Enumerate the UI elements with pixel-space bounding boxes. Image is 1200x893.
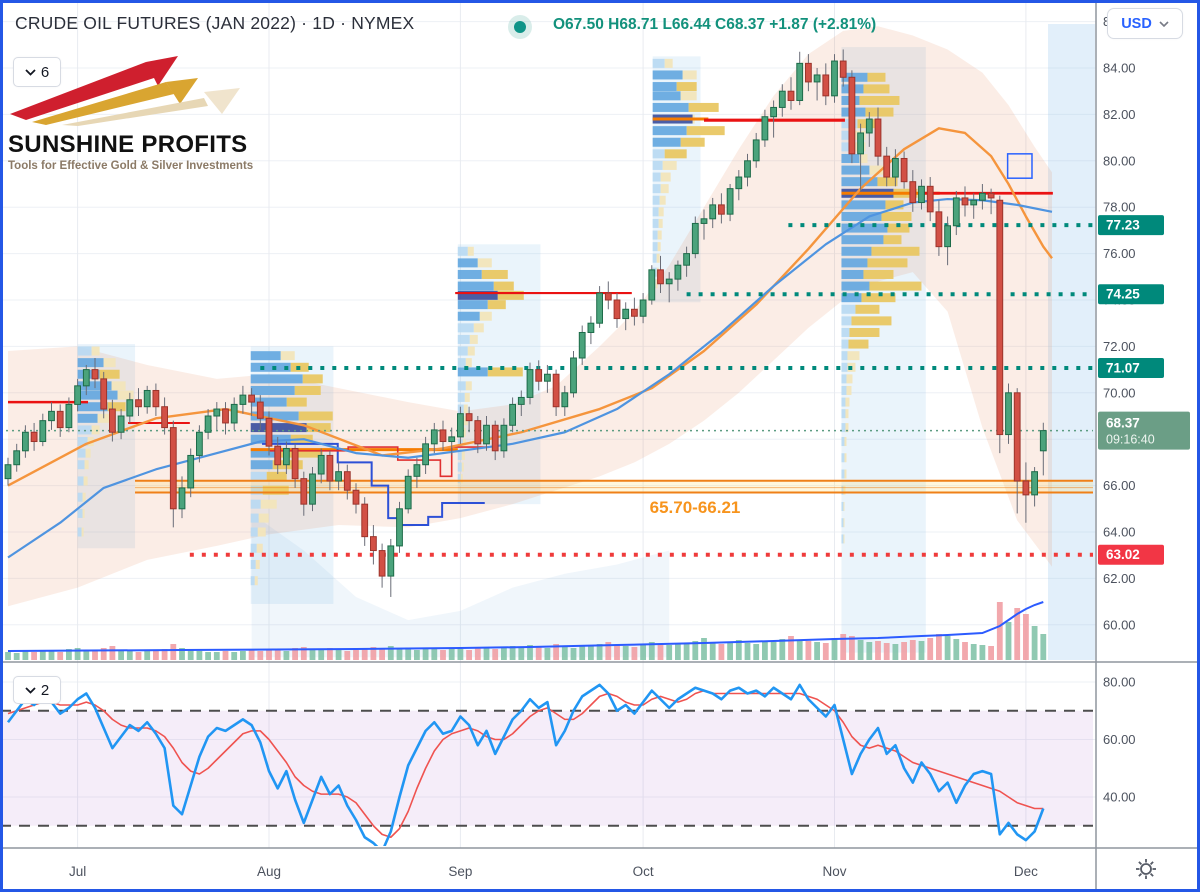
price-axis-label[interactable]: 78.00 [1103,200,1136,215]
logo-arrows-icon [10,56,240,126]
price-box [1006,153,1033,179]
oscillator-collapse-button[interactable]: 2 [13,676,61,704]
currency-label: USD [1121,15,1152,32]
price-axis-label[interactable]: 80.00 [1103,153,1136,168]
axes: 86.0084.0082.0080.0078.0076.0074.0072.00… [0,3,1197,890]
svg-text:68.37: 68.37 [1106,416,1140,431]
time-axis-label[interactable]: Sep [448,864,472,879]
volume-ma-line [7,601,1044,652]
chevron-down-icon [1159,20,1169,27]
price-axis-label[interactable]: 84.00 [1103,61,1136,76]
main-pane [0,24,1095,660]
svg-text:74.25: 74.25 [1106,287,1140,302]
status-dot-icon [508,15,532,39]
chevron-down-icon [25,686,36,694]
price-badge: 71.07 [1098,357,1164,378]
oscillator-pane [0,683,1093,846]
logo-tagline: Tools for Effective Gold & Silver Invest… [8,160,254,172]
future-projection-band [1048,24,1095,660]
time-axis-label[interactable]: Nov [822,864,846,879]
support-zone [135,479,1093,494]
time-axis-label[interactable]: Oct [633,864,654,879]
volume-layer [5,601,1047,660]
price-badge: 63.02 [1098,544,1164,565]
sunshine-profits-logo: SUNSHINE PROFITS Tools for Effective Gol… [8,56,270,172]
svg-text:77.23: 77.23 [1106,218,1140,233]
price-axis-label[interactable]: 70.00 [1103,385,1136,400]
time-axis-label[interactable]: Dec [1014,864,1038,879]
oscillator-axis-label[interactable]: 60.00 [1103,732,1136,747]
oscillator-main-line [6,683,1045,846]
svg-text:63.02: 63.02 [1106,547,1140,562]
oscillator-count: 2 [40,681,50,699]
price-axis-label[interactable]: 64.00 [1103,525,1136,540]
svg-text:09:16:40: 09:16:40 [1106,433,1155,447]
price-badge: 68.37 09:16:40 [1098,411,1190,450]
candles-layer [4,49,1047,597]
oscillator-axis-label[interactable]: 80.00 [1103,675,1136,690]
logo-name: SUNSHINE PROFITS [8,131,248,158]
oscillator-signal-line [7,689,1044,839]
time-axis-label[interactable]: Aug [257,864,281,879]
oscillator-band [0,710,1093,826]
stepped-red-line [269,446,489,478]
chevron-down-icon [25,68,36,76]
price-axis-label[interactable]: 76.00 [1103,246,1136,261]
zone-price-label: 65.70-66.21 [649,498,741,517]
svg-text:71.07: 71.07 [1106,360,1140,375]
price-axis-label[interactable]: 60.00 [1103,617,1136,632]
time-axis-label[interactable]: Jul [69,864,86,879]
currency-selector[interactable]: USD [1107,8,1183,39]
indicator-count: 6 [40,63,50,81]
price-axis-label[interactable]: 72.00 [1103,339,1136,354]
stepped-blue-line [262,442,485,527]
price-badge: 74.25 [1098,284,1164,305]
ohlc-readout: O67.50 H68.71 L66.44 C68.37 +1.87 (+2.81… [553,16,877,33]
ma-orange-line [7,127,1053,487]
oscillator-axis-label[interactable]: 40.00 [1103,790,1136,805]
price-axis-label[interactable]: 66.00 [1103,478,1136,493]
symbol-title[interactable]: CRUDE OIL FUTURES (JAN 2022) · 1D · NYME… [15,13,415,33]
price-axis-label[interactable]: 82.00 [1103,107,1136,122]
indicators-collapse-button[interactable]: 6 [13,57,61,87]
price-badge: 77.23 [1098,215,1164,236]
settings-gear-icon[interactable] [1134,857,1158,881]
price-axis-label[interactable]: 62.00 [1103,571,1136,586]
gridlines [0,3,1096,848]
